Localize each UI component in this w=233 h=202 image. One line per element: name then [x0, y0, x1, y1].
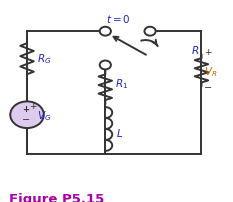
Text: $V_G$: $V_G$ [37, 109, 51, 123]
Text: $L$: $L$ [116, 126, 124, 139]
Circle shape [100, 27, 111, 36]
Text: $R_G$: $R_G$ [37, 52, 51, 66]
Text: −: − [22, 115, 30, 125]
Circle shape [100, 61, 111, 69]
Text: Figure P5.15: Figure P5.15 [9, 193, 104, 202]
Text: +: + [204, 48, 212, 57]
Text: +: + [22, 105, 29, 114]
Text: $t = 0$: $t = 0$ [106, 13, 131, 25]
Text: $V_R$: $V_R$ [204, 65, 218, 79]
Text: −: − [204, 83, 212, 93]
Circle shape [10, 101, 44, 128]
Text: +: + [29, 102, 36, 111]
Circle shape [144, 27, 156, 36]
Text: $R_1$: $R_1$ [115, 77, 129, 90]
Text: $R$: $R$ [191, 44, 199, 56]
